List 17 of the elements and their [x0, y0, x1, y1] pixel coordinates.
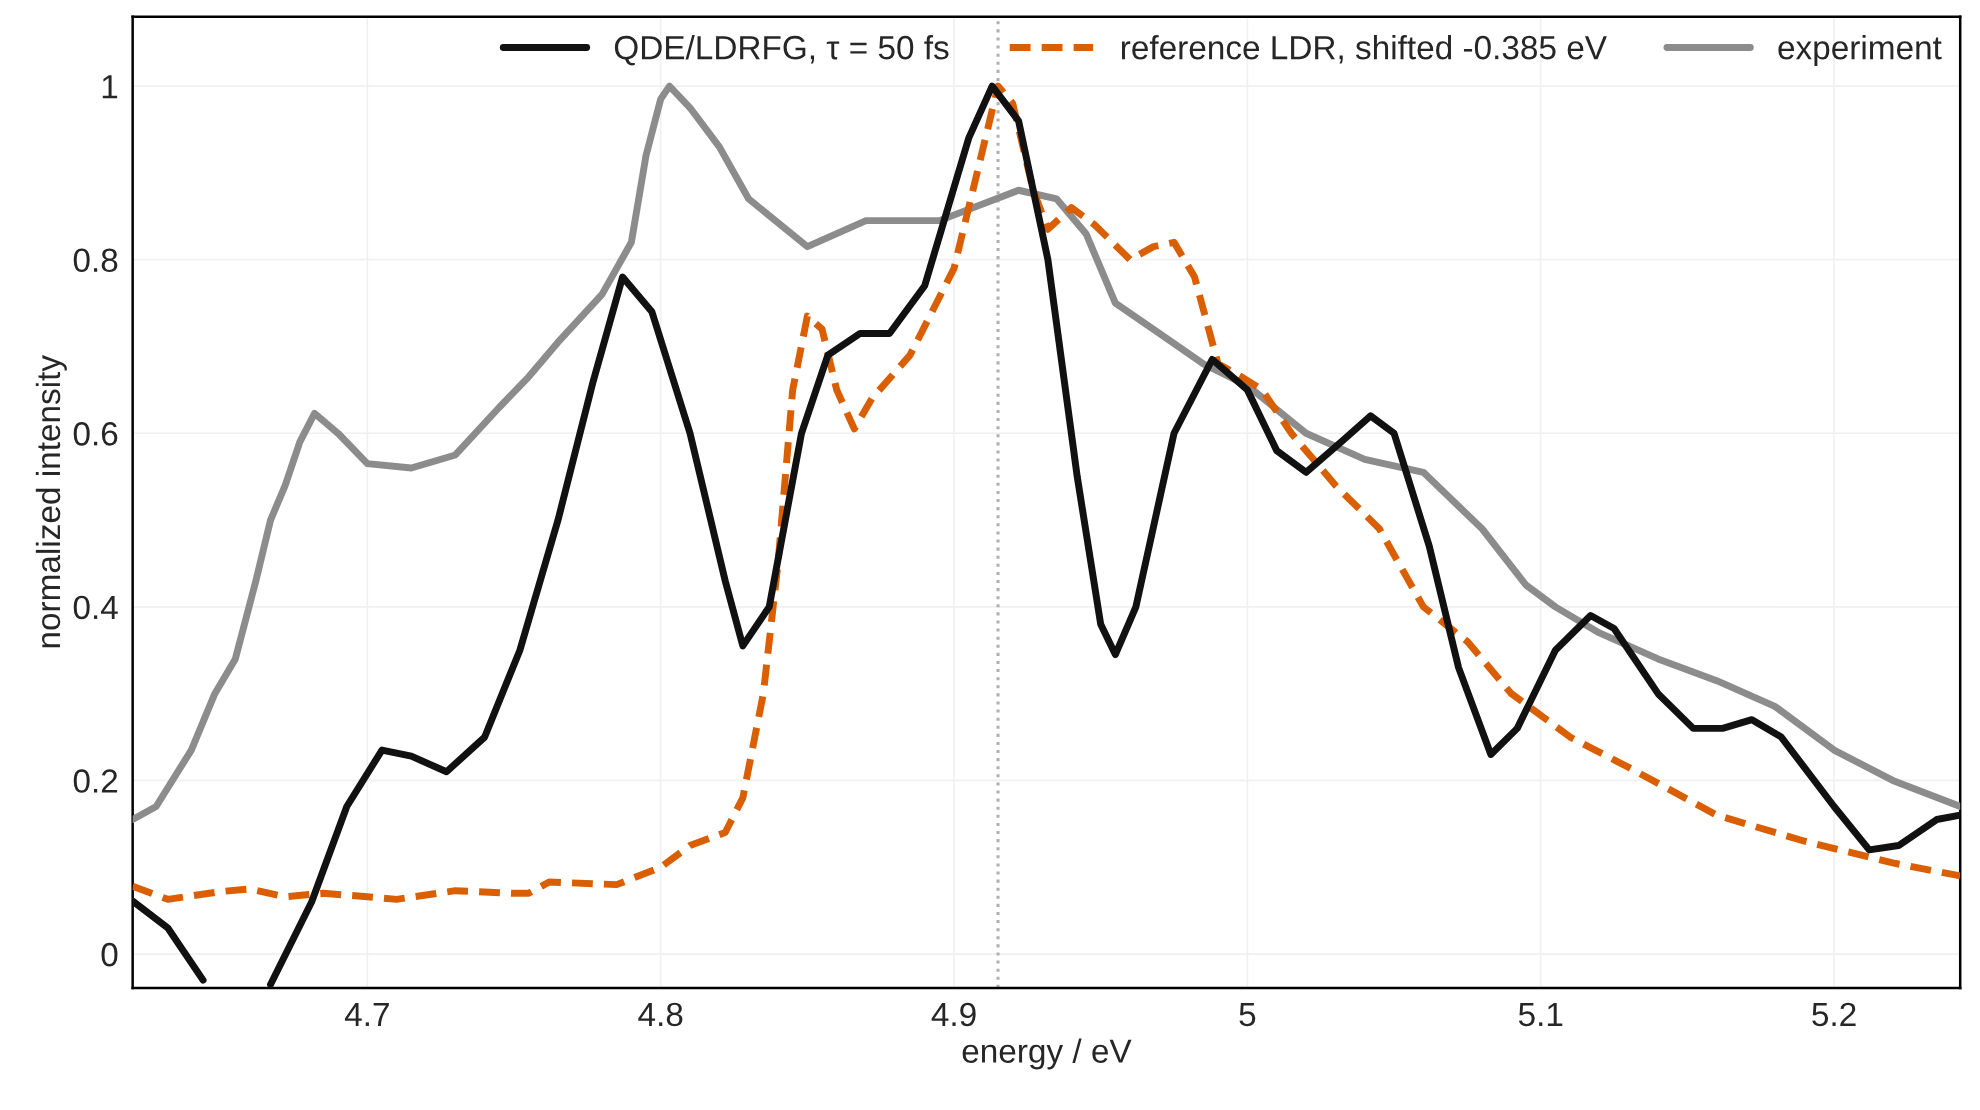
y-tick-label: 1 — [102, 75, 118, 99]
x-axis-title: energy / eV — [962, 1038, 1132, 1070]
y-axis-title: normalized intensity — [35, 355, 67, 648]
x-tick-label: 5 — [1239, 1003, 1256, 1027]
x-tick-label: 5.1 — [1518, 1003, 1563, 1027]
x-tick-label: 4.9 — [931, 1002, 976, 1027]
y-tick-label: 0.8 — [73, 248, 118, 273]
y-tick-label: 0.2 — [73, 769, 118, 793]
legend-label: experiment — [1778, 34, 1942, 67]
x-tick-label: 4.8 — [638, 1002, 683, 1027]
legend-label: reference LDR, shifted -0.385 eV — [1121, 34, 1607, 64]
y-tick-label: 0.6 — [73, 422, 118, 446]
y-tick-label: 0 — [101, 942, 118, 967]
legend-label: QDE/LDRFG, τ = 50 fs — [614, 34, 949, 66]
x-tick-label: 5.2 — [1812, 1002, 1856, 1027]
x-tick-label: 4.7 — [344, 1003, 389, 1026]
y-tick-label: 0.4 — [73, 595, 118, 620]
